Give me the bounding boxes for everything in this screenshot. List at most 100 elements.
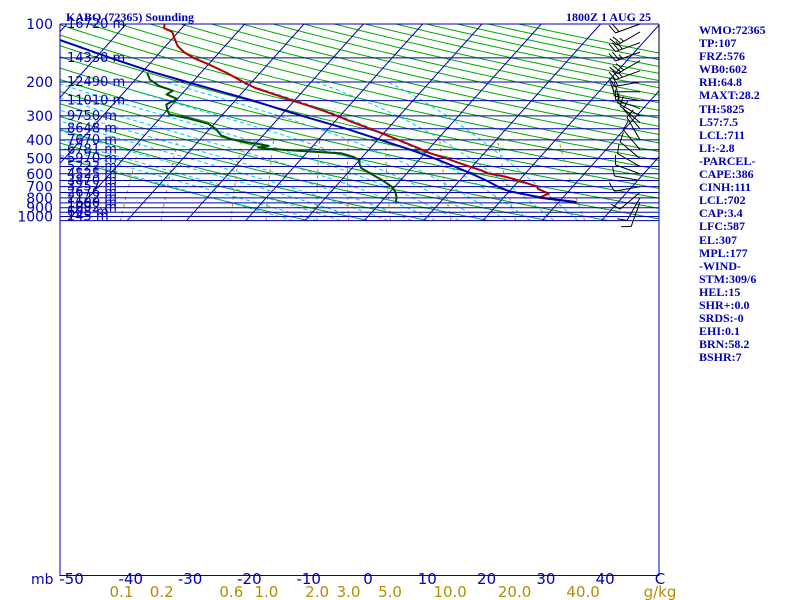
temperature-trace (163, 24, 577, 204)
wind-barb-flag (613, 82, 619, 92)
height-label: 2676 m (67, 185, 117, 200)
wind-barb (612, 166, 641, 181)
isotherm-line (0, 24, 8, 221)
wind-barb (622, 99, 641, 130)
temperature-tick-label: 40 (596, 570, 615, 588)
wind-barb (609, 60, 641, 75)
height-label: 7670 m (67, 133, 117, 148)
index-item: BSHR:7 (699, 350, 742, 365)
wind-barb (608, 182, 641, 192)
pressure-tick-label: 900 (26, 201, 53, 217)
mixing-ratio-line (316, 139, 321, 221)
pressure-tick-label: 700 (26, 180, 53, 196)
dry-adiabat-line (60, 142, 369, 222)
isotherm-line (423, 24, 601, 221)
index-item: MPL:177 (699, 245, 748, 260)
mixing-ratio-line (347, 139, 350, 221)
isotherm-line (126, 24, 305, 221)
wind-barb-flag (619, 132, 624, 143)
mixing-ratio-tick-label: 3.0 (337, 583, 361, 600)
chart-title: KABQ (72365) Sounding (66, 10, 195, 24)
wind-barb-staff (630, 201, 641, 227)
index-item: RH:64.8 (699, 75, 742, 90)
wind-barb-flag (612, 51, 620, 61)
dry-adiabat-line (60, 90, 609, 222)
temperature-tick-label: -50 (59, 570, 84, 588)
mixing-ratio-tick-label: 2.0 (305, 583, 329, 600)
chart-timestamp: 1800Z 1 AUG 25 (566, 10, 652, 24)
wind-barb-staff (617, 60, 641, 75)
height-label: 11010 m (67, 94, 125, 109)
wind-barb-flag (615, 41, 623, 50)
wind-barb-flag (608, 43, 616, 52)
height-label: 3870 m (67, 173, 117, 188)
dry-adiabat-line (60, 24, 659, 170)
temperature-unit-label: C (655, 570, 665, 588)
wind-barb-flag (616, 92, 620, 103)
index-item: EL:307 (699, 232, 738, 247)
wind-barb-flag (612, 76, 619, 87)
wind-barb-flag (609, 38, 618, 46)
wind-barb-staff (615, 51, 641, 62)
index-item: STM:309/6 (699, 271, 757, 286)
wind-barb (619, 132, 641, 159)
dewpoint-trace (146, 72, 398, 203)
wind-barb-staff (614, 175, 641, 181)
wind-barb-flag (608, 24, 616, 34)
moist-adiabat-line (60, 97, 436, 222)
temperature-tick-label: -10 (296, 570, 321, 588)
wind-barbs (608, 23, 660, 228)
pressure-tick-label: 1000 (17, 210, 53, 226)
wind-barb-flag (608, 182, 615, 192)
mixing-ratio-tick-label: 5.0 (378, 583, 402, 600)
temperature-tick-label: 20 (477, 570, 496, 588)
height-label: 1600 m (67, 196, 117, 211)
pressure-tick-label: 100 (26, 17, 53, 33)
wind-barb (609, 31, 641, 46)
dry-adiabat-line (60, 115, 489, 222)
pressure-tick-label: 200 (26, 75, 53, 91)
mixing-ratio-line (160, 139, 179, 221)
pressure-unit-label: mb (31, 572, 54, 588)
mixing-ratio-tick-label: 0.2 (150, 583, 174, 600)
index-item: EHI:0.1 (699, 324, 741, 339)
wind-barb-staff (617, 31, 641, 46)
pressure-tick-label: 600 (26, 167, 53, 183)
dry-adiabat-line (60, 67, 659, 209)
wind-barb-staff (614, 186, 641, 192)
index-item: WMO:72365 (699, 23, 766, 37)
mixing-ratio-lines (120, 139, 586, 221)
index-item: SHR+:0.0 (699, 297, 750, 312)
index-item: L57:7.5 (699, 114, 738, 129)
height-label: 4525 m (67, 167, 117, 182)
temperature-tick-label: -30 (178, 570, 203, 588)
wind-barb (622, 120, 641, 151)
index-item: FRZ:576 (699, 49, 745, 64)
height-label: 9750 m (67, 109, 117, 124)
wind-barb-staff (622, 129, 641, 151)
temperature-tick-label: 10 (418, 570, 437, 588)
moist-adiabat-line (60, 130, 365, 222)
index-item: -WIND- (699, 258, 741, 273)
isotherm-line (60, 24, 127, 99)
index-item: HEL:15 (699, 284, 741, 299)
wind-barb-flag (612, 36, 621, 44)
mixing-ratio-line (265, 139, 275, 221)
wind-barb-staff (615, 42, 641, 53)
wind-barb-flag (615, 63, 625, 71)
sounding-traces (60, 24, 577, 204)
dry-adiabat-line (119, 24, 659, 153)
height-label: 16720 m (67, 17, 125, 32)
dry-adiabat-line (60, 156, 309, 222)
wind-barb-staff (626, 117, 641, 141)
wind-barb-staff (615, 23, 641, 34)
wind-barb-flag (608, 71, 616, 81)
dry-adiabat-line (149, 24, 659, 144)
wind-barb (608, 23, 641, 34)
index-item: MAXT:28.2 (699, 88, 760, 103)
wind-barb (608, 70, 641, 81)
pressure-tick-label: 500 (26, 152, 53, 168)
wind-barb-staff (615, 99, 641, 110)
wind-barb-flag (612, 86, 615, 97)
